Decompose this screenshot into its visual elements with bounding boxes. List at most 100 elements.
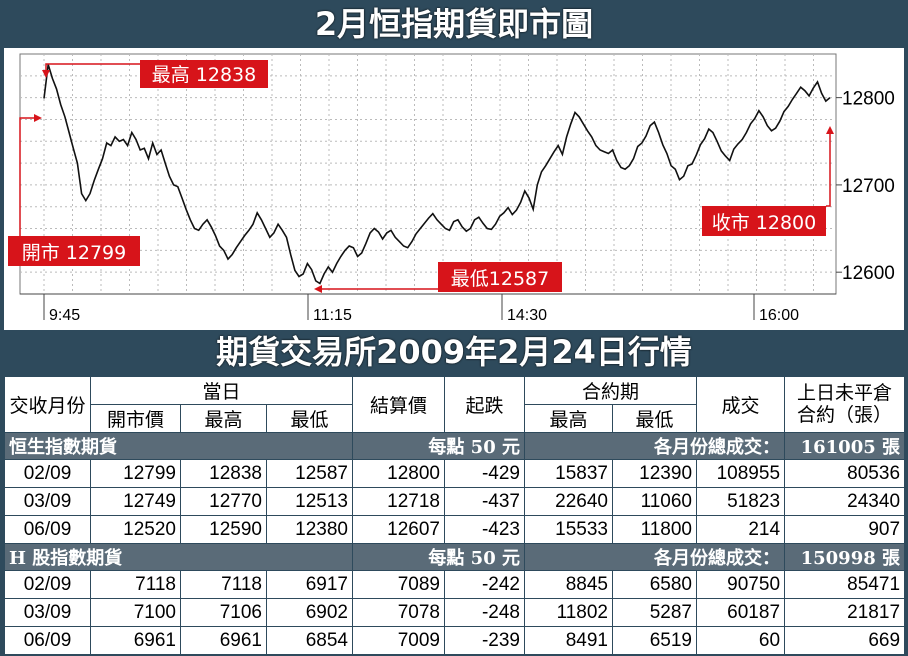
cell-volume: 60	[696, 626, 786, 655]
table-row: 02/09 12799 12838 12587 12800 -429 15837 12390 1…	[4, 459, 906, 488]
cell-high: 12838	[180, 459, 267, 488]
cell-volume: 60187	[696, 598, 786, 627]
quotes-table: 交收月份 當日 結算價 起跌 合約期 成交 上日未平倉合約（張） 開市價 最高 …	[4, 376, 906, 655]
axes: 9:45 11:15 14:30 16:00 12600 12700 12800	[20, 89, 895, 324]
y-tick-label: 12600	[842, 263, 895, 284]
section-header: 恒生指數期貨 每點 50 元各月份總成交： 161005 張	[4, 432, 906, 460]
cell-volume: 214	[696, 515, 786, 544]
header-month: 交收月份	[4, 376, 91, 433]
table-row: 03/09 12749 12770 12513 12718 -437 22640 11060 5…	[4, 487, 906, 516]
cell-month: 06/09	[4, 626, 91, 655]
cell-low: 12513	[266, 487, 353, 516]
cell-settle: 12607	[352, 515, 445, 544]
cell-c-high: 15837	[524, 459, 613, 488]
header-change: 起跌	[444, 376, 525, 433]
cell-c-high: 11802	[524, 598, 613, 627]
close-arrow-line	[826, 134, 831, 207]
header-open: 開市價	[90, 404, 181, 433]
cell-settle: 7078	[352, 598, 445, 627]
high-arrow-line	[45, 63, 140, 72]
cell-open: 12520	[90, 515, 181, 544]
low-box	[438, 262, 562, 292]
y-tick-label: 12800	[842, 89, 895, 110]
section-per-point: 每點 50 元	[352, 543, 525, 571]
cell-oi: 85471	[784, 570, 906, 599]
grid	[20, 54, 836, 294]
cell-c-low: 11800	[611, 515, 698, 544]
cell-volume: 51823	[696, 487, 786, 516]
cell-settle: 7089	[352, 570, 445, 599]
header-volume: 成交	[696, 376, 786, 433]
cell-open: 7118	[90, 570, 181, 599]
cell-c-high: 22640	[524, 487, 613, 516]
cell-c-low: 12390	[611, 459, 698, 488]
header-low: 最低	[266, 404, 353, 433]
cell-volume: 90750	[696, 570, 786, 599]
table-row: 06/09 6961 6961 6854 7009 -239 8491 6519 60 669	[4, 626, 906, 655]
open-arrow-line	[19, 117, 36, 236]
cell-high: 12770	[180, 487, 267, 516]
header-day: 當日	[90, 376, 353, 405]
cell-oi: 669	[784, 626, 906, 655]
cell-change: -429	[444, 459, 525, 488]
cell-high: 7106	[180, 598, 267, 627]
cell-change: -242	[444, 570, 525, 599]
cell-low: 12380	[266, 515, 353, 544]
open-arrow-head	[34, 114, 42, 122]
table-row: 06/09 12520 12590 12380 12607 -423 15533 11800 2…	[4, 515, 906, 544]
price-series	[43, 64, 831, 285]
y-tick-label: 12700	[842, 176, 895, 197]
close-arrow-head	[826, 126, 834, 134]
cell-c-low: 6580	[611, 570, 698, 599]
table-row: 02/09 7118 7118 6917 7089 -242 8845 6580 90750 85…	[4, 570, 906, 599]
cell-c-low: 11060	[611, 487, 698, 516]
cell-month: 03/09	[4, 598, 91, 627]
cell-open: 12749	[90, 487, 181, 516]
header-settle: 結算價	[352, 376, 445, 433]
cell-oi: 24340	[784, 487, 906, 516]
close-label: 收市 12800	[712, 212, 816, 234]
low-arrow-head	[314, 285, 322, 293]
high-label: 最高 12838	[152, 64, 256, 86]
cell-month: 02/09	[4, 459, 91, 488]
section-header: H 股指數期貨 每點 50 元各月份總成交： 150998 張	[4, 543, 906, 571]
section-name: H 股指數期貨	[4, 543, 353, 571]
section-total: 161005 張	[784, 432, 906, 460]
cell-low: 6902	[266, 598, 353, 627]
cell-change: -239	[444, 626, 525, 655]
annotations: 最高 12838 開市 12799 最低12587 收市 12800	[8, 60, 834, 293]
header-contract-high: 最高	[524, 404, 613, 433]
cell-low: 12587	[266, 459, 353, 488]
cell-open: 6961	[90, 626, 181, 655]
x-tick-label: 14:30	[507, 307, 547, 324]
cell-change: -423	[444, 515, 525, 544]
cell-change: -437	[444, 487, 525, 516]
cell-open: 12799	[90, 459, 181, 488]
cell-c-high: 8491	[524, 626, 613, 655]
cell-low: 6917	[266, 570, 353, 599]
high-arrow-head	[42, 70, 50, 78]
x-tick-label: 11:15	[313, 307, 352, 324]
x-tick-label: 16:00	[759, 307, 799, 324]
table-title: 期貨交易所2009年2月24日行情	[216, 333, 692, 371]
cell-high: 6961	[180, 626, 267, 655]
section-name: 恒生指數期貨	[4, 432, 353, 460]
section-total: 150998 張	[784, 543, 906, 571]
cell-month: 02/09	[4, 570, 91, 599]
close-box	[702, 206, 826, 236]
cell-c-low: 5287	[611, 598, 698, 627]
section-total-label: 各月份總成交：	[523, 543, 786, 571]
price-line	[43, 64, 831, 285]
cell-settle: 12800	[352, 459, 445, 488]
chart-title: 2月恒指期貨即市圖	[314, 5, 594, 43]
cell-oi: 21817	[784, 598, 906, 627]
header-contract-low: 最低	[611, 404, 698, 433]
section-per-point: 每點 50 元	[352, 432, 525, 460]
low-label: 最低12587	[451, 268, 549, 290]
cell-high: 7118	[180, 570, 267, 599]
open-box	[8, 236, 140, 266]
cell-c-high: 15533	[524, 515, 613, 544]
cell-oi: 80536	[784, 459, 906, 488]
header-open-interest: 上日未平倉合約（張）	[784, 376, 906, 433]
cell-c-high: 8845	[524, 570, 613, 599]
